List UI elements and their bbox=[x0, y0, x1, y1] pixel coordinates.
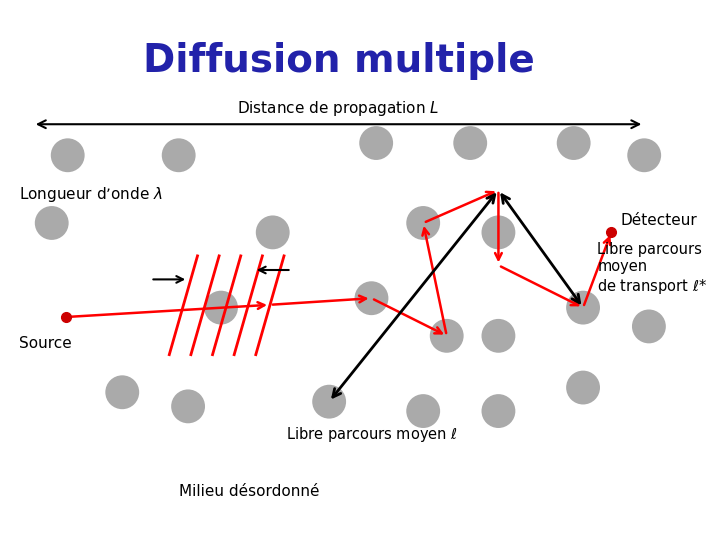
Circle shape bbox=[627, 138, 661, 172]
Circle shape bbox=[566, 291, 600, 325]
Text: Milieu désordonné: Milieu désordonné bbox=[179, 484, 320, 500]
Text: Longueur d’onde $\lambda$: Longueur d’onde $\lambda$ bbox=[19, 185, 163, 204]
Circle shape bbox=[406, 206, 440, 240]
Text: Diffusion multiple: Diffusion multiple bbox=[143, 43, 534, 80]
Circle shape bbox=[632, 309, 666, 343]
Circle shape bbox=[482, 215, 516, 249]
Text: Libre parcours moyen $\ell$: Libre parcours moyen $\ell$ bbox=[286, 425, 457, 444]
Text: Source: Source bbox=[19, 336, 71, 351]
Circle shape bbox=[359, 126, 393, 160]
Circle shape bbox=[430, 319, 464, 353]
Circle shape bbox=[482, 319, 516, 353]
Circle shape bbox=[406, 394, 440, 428]
Text: Détecteur: Détecteur bbox=[621, 213, 698, 228]
Circle shape bbox=[256, 215, 289, 249]
Circle shape bbox=[557, 126, 590, 160]
Circle shape bbox=[204, 291, 238, 325]
Circle shape bbox=[354, 281, 388, 315]
Circle shape bbox=[566, 370, 600, 404]
Circle shape bbox=[454, 126, 487, 160]
Circle shape bbox=[312, 384, 346, 418]
Circle shape bbox=[162, 138, 196, 172]
Circle shape bbox=[105, 375, 139, 409]
Circle shape bbox=[482, 394, 516, 428]
Circle shape bbox=[171, 389, 205, 423]
Text: Libre parcours
moyen
de transport $\ell$*: Libre parcours moyen de transport $\ell$… bbox=[597, 242, 707, 296]
Circle shape bbox=[51, 138, 85, 172]
Text: Distance de propagation $L$: Distance de propagation $L$ bbox=[238, 99, 440, 118]
Circle shape bbox=[35, 206, 68, 240]
